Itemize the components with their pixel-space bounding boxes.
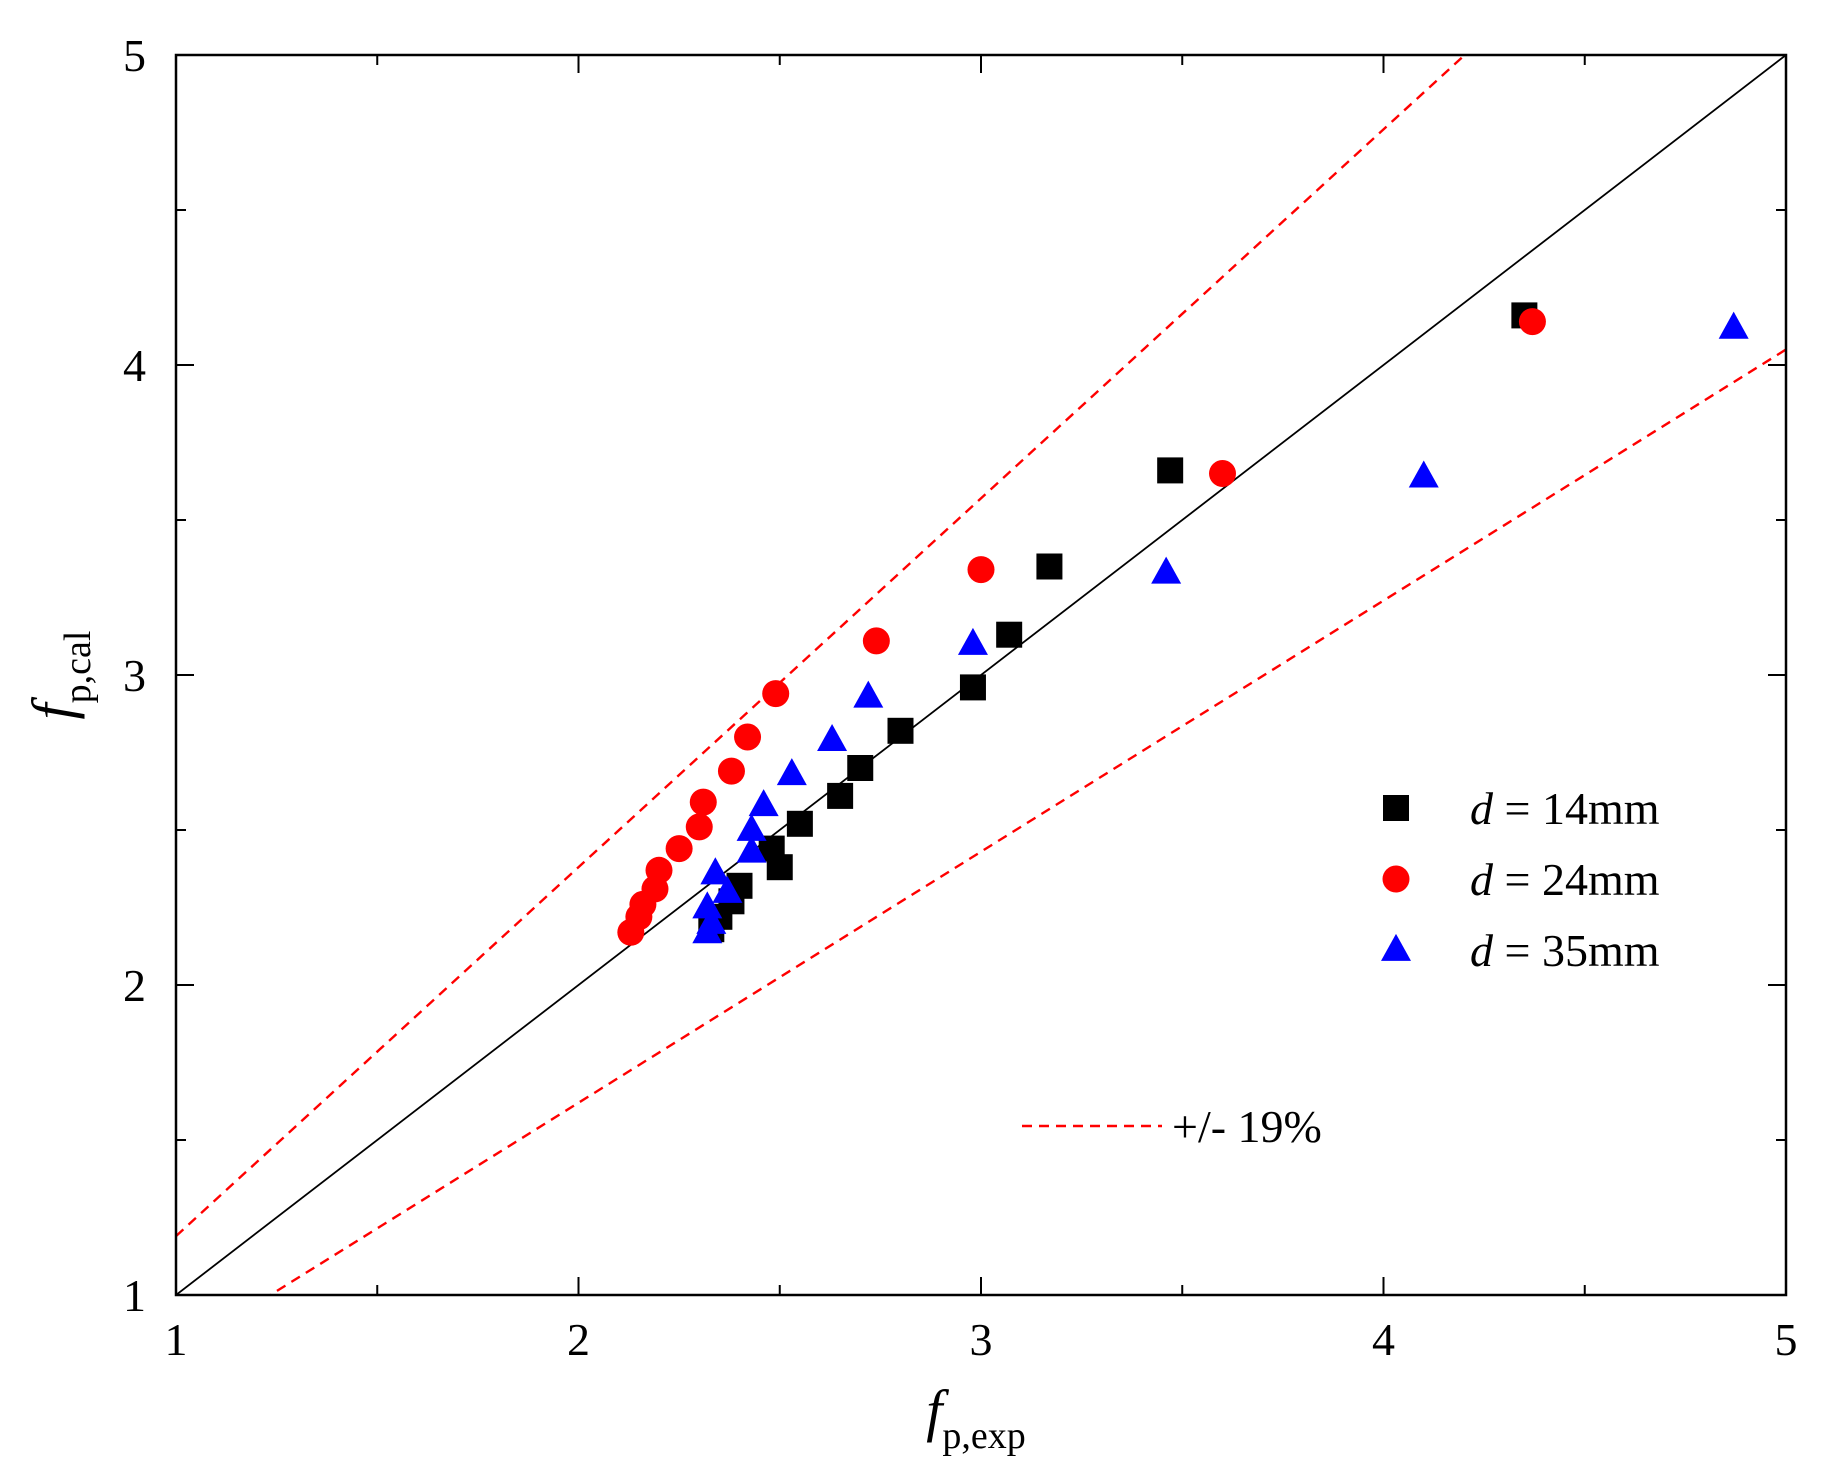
data-point xyxy=(862,627,890,655)
y-tick-label: 4 xyxy=(123,340,146,391)
legend-marker-square xyxy=(1383,795,1409,821)
x-tick-label: 2 xyxy=(567,1314,590,1365)
data-point xyxy=(967,556,995,584)
x-tick-label: 3 xyxy=(970,1314,993,1365)
data-point xyxy=(1036,553,1063,580)
data-points xyxy=(617,302,1749,946)
legend-band-item: +/- 19% xyxy=(1022,1101,1322,1152)
data-point xyxy=(762,680,790,708)
series-triangle xyxy=(692,311,1749,944)
data-point xyxy=(959,674,986,701)
legend-band-label: +/- 19% xyxy=(1172,1101,1322,1152)
legend-label: d = 14mm xyxy=(1470,783,1660,834)
data-point xyxy=(887,717,914,744)
y-tick-label: 5 xyxy=(123,30,146,81)
legend: d = 14mm d = 24mm d = 35mm +/- 19% xyxy=(1022,783,1660,1152)
data-point xyxy=(786,810,813,837)
data-point xyxy=(712,875,743,903)
series-square xyxy=(698,302,1538,943)
data-point xyxy=(766,854,793,881)
data-point xyxy=(957,627,988,655)
data-point xyxy=(1157,457,1184,484)
lower-bound-line xyxy=(268,348,1786,1295)
data-point xyxy=(645,856,673,884)
y-tick-label: 3 xyxy=(123,650,146,701)
legend-item: d = 35mm xyxy=(1381,925,1660,976)
y-tick-label: 1 xyxy=(123,1270,146,1321)
data-point xyxy=(689,788,717,816)
data-point xyxy=(1718,311,1749,339)
x-axis-label: fp,exp xyxy=(926,1378,1026,1457)
data-point xyxy=(717,757,745,785)
x-tick-label: 4 xyxy=(1372,1314,1395,1365)
data-point xyxy=(996,621,1023,648)
data-point xyxy=(700,857,731,885)
data-point xyxy=(665,835,693,863)
data-point xyxy=(696,906,727,934)
data-point xyxy=(853,680,884,708)
x-tick-label: 5 xyxy=(1775,1314,1798,1365)
data-point xyxy=(736,813,767,841)
legend-label: d = 35mm xyxy=(1470,925,1660,976)
series-circle xyxy=(617,308,1546,946)
data-point xyxy=(1518,308,1546,336)
x-tick-label: 1 xyxy=(165,1314,188,1365)
legend-label: d = 24mm xyxy=(1470,854,1660,905)
y-tick-label: 2 xyxy=(123,960,146,1011)
data-point xyxy=(847,755,874,781)
legend-marker-triangle xyxy=(1381,933,1411,961)
data-point xyxy=(1408,460,1439,488)
data-point xyxy=(692,891,723,919)
data-point xyxy=(748,789,779,817)
legend-marker-circle xyxy=(1382,865,1410,893)
data-point xyxy=(685,813,713,841)
data-point xyxy=(734,723,762,751)
legend-item: d = 24mm xyxy=(1382,854,1660,905)
legend-item: d = 14mm xyxy=(1383,783,1660,834)
data-point xyxy=(1151,556,1182,584)
data-point xyxy=(776,758,807,786)
axes: 1 2 3 4 5 1 2 3 4 5 fp,exp fp,cal xyxy=(20,30,1798,1457)
y-axis-label: fp,cal xyxy=(20,631,99,720)
data-point xyxy=(827,782,854,809)
data-point xyxy=(1209,460,1236,487)
data-point xyxy=(736,835,767,863)
data-point xyxy=(817,723,848,752)
upper-bound-line xyxy=(176,55,1467,1237)
